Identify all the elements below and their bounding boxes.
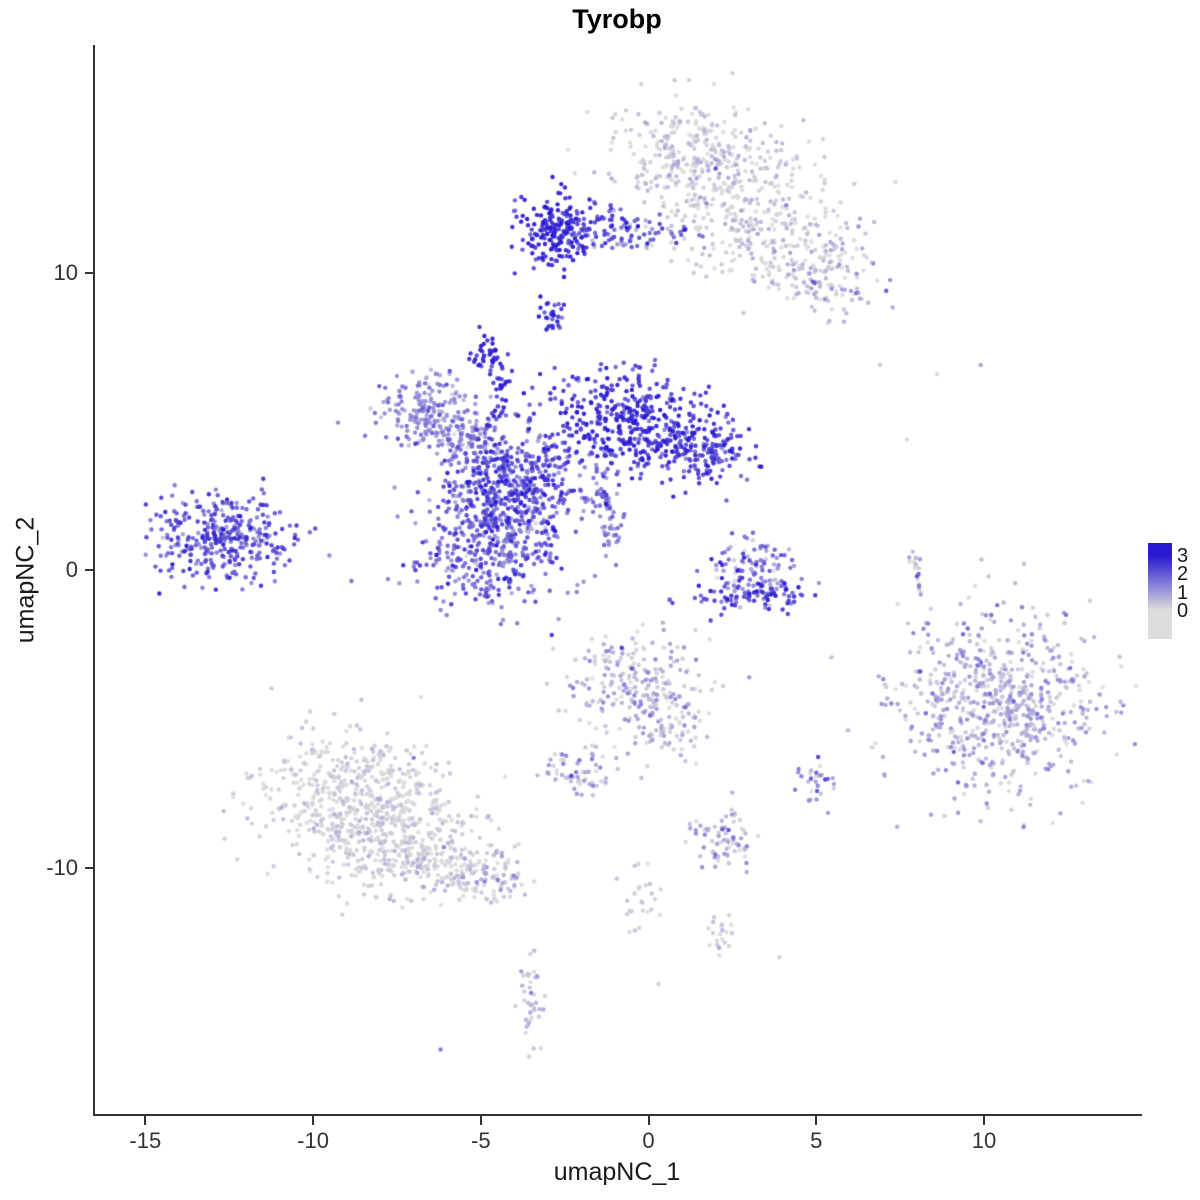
x-tick-label: 10 (971, 1128, 997, 1153)
x-tick-mark (144, 1116, 147, 1125)
x-tick-mark (983, 1116, 985, 1125)
colorbar-tick-label: 2 (1177, 563, 1189, 585)
x-tick-label: -10 (297, 1128, 329, 1153)
y-tick-mark (85, 271, 94, 274)
x-axis-title: umapNC_1 (553, 1158, 681, 1186)
y-tick-label: 0 (65, 557, 78, 583)
x-tick-label: -5 (471, 1128, 491, 1153)
y-tick-label: -10 (46, 854, 78, 880)
x-tick-mark (815, 1116, 818, 1125)
y-tick-mark (85, 866, 94, 869)
colorbar-tick-label: 0 (1177, 600, 1189, 622)
y-axis-line (93, 45, 95, 1116)
colorbar-legend: 3 2 1 0 (1144, 540, 1200, 650)
y-axis-title: umapNC_2 (11, 516, 40, 644)
x-tick-mark (479, 1116, 482, 1125)
y-tick-mark (85, 569, 94, 572)
y-tick-label: 10 (53, 259, 78, 285)
x-tick-mark (312, 1116, 315, 1125)
colorbar-gradient (1148, 543, 1172, 639)
x-axis-line (93, 1114, 1142, 1116)
plot-title: Tyrobp (572, 4, 662, 34)
x-tick-label: 0 (642, 1128, 655, 1153)
colorbar-tick-label: 1 (1177, 582, 1189, 604)
x-tick-label: 5 (810, 1128, 823, 1153)
x-tick-label: -15 (129, 1128, 162, 1153)
x-tick-mark (647, 1116, 650, 1125)
colorbar-tick-label: 3 (1177, 545, 1189, 567)
